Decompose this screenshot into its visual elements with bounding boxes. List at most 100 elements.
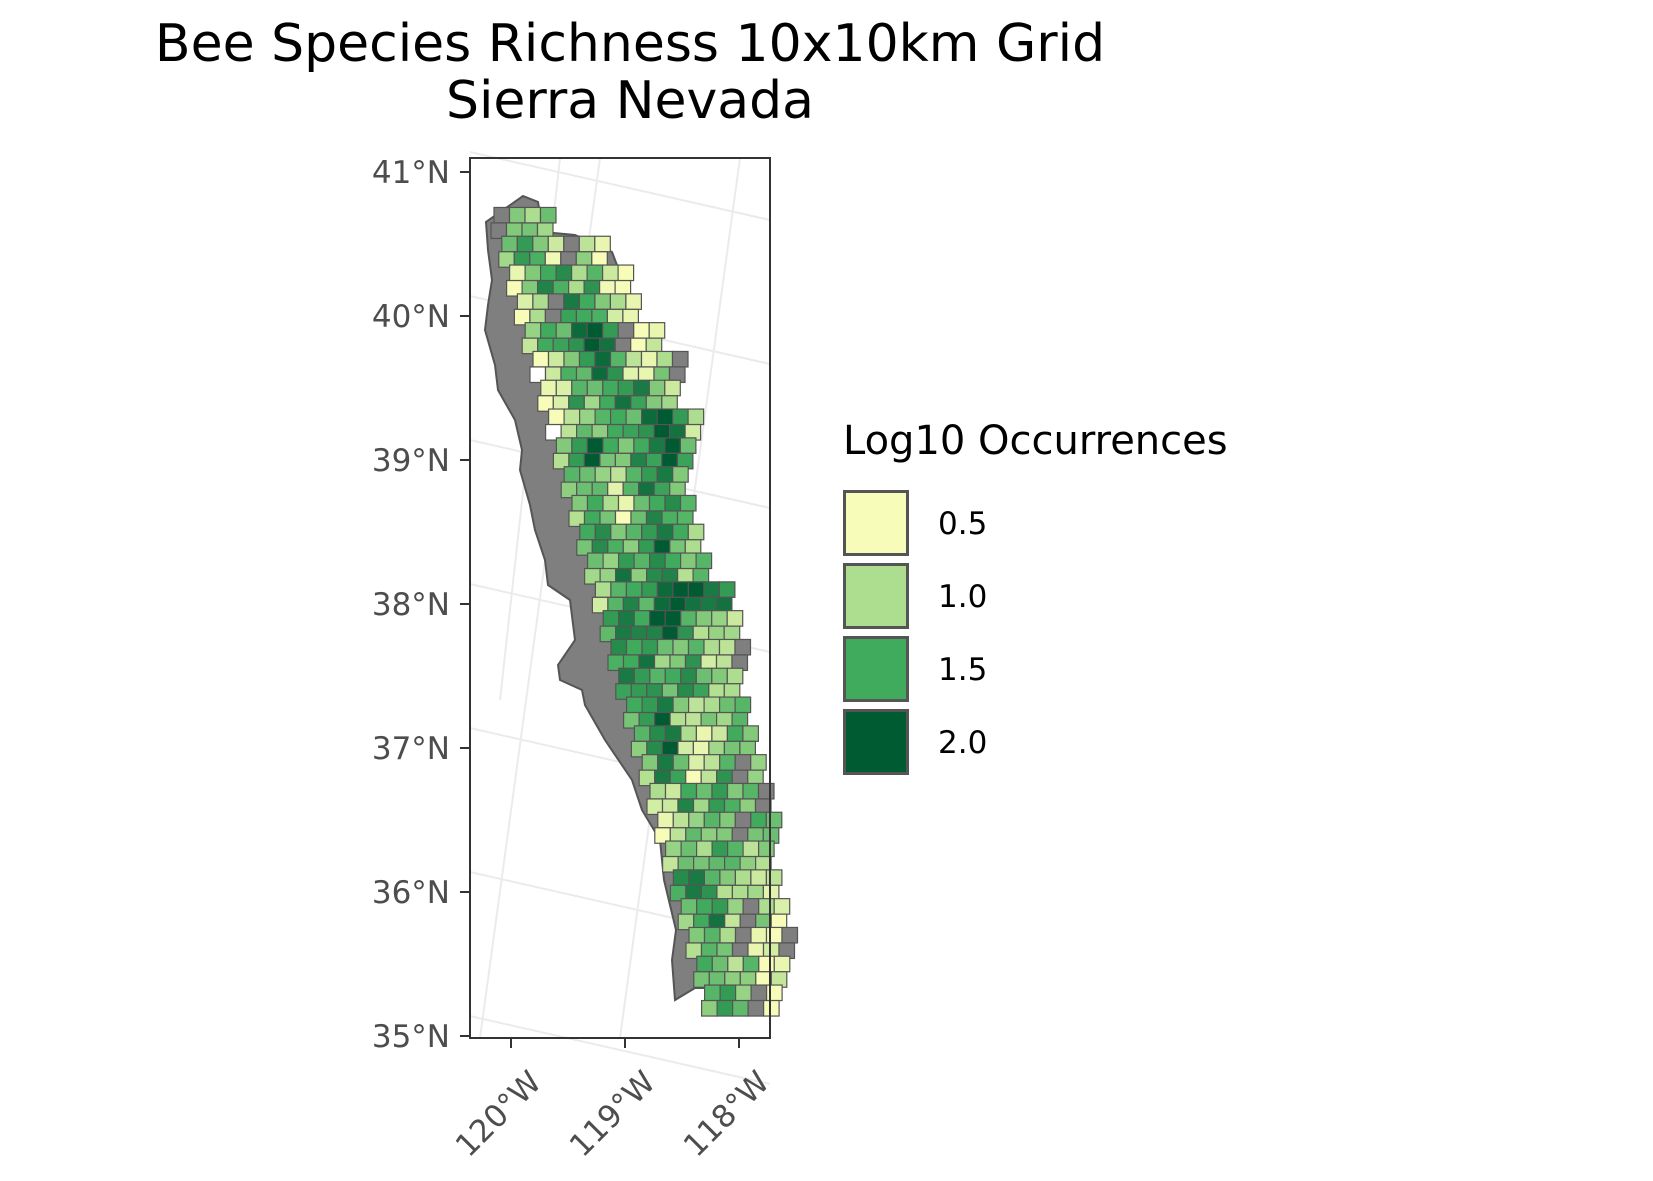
grid-cell [656, 638, 674, 656]
legend-title: Log10 Occurrences [843, 418, 1228, 464]
grid-cell [672, 466, 689, 483]
grid-cell [625, 408, 643, 426]
grid-cell [719, 811, 736, 829]
grid-cell [765, 869, 783, 886]
grid-cell [516, 235, 534, 253]
grid-cell [586, 379, 604, 397]
grid-cell [555, 379, 573, 397]
grid-cell [524, 322, 542, 339]
grid-cell [672, 696, 690, 714]
grid-cell [610, 523, 627, 541]
y-tick-label-35: 35°N [371, 1019, 450, 1055]
grid-cell [648, 322, 666, 339]
grid-cell [648, 494, 666, 512]
grid-cell [695, 610, 713, 627]
grid-cell [711, 955, 729, 973]
grid-cell [601, 264, 619, 282]
grid-cell [578, 408, 596, 426]
grid-cell [680, 840, 698, 858]
grid-cell [602, 610, 620, 627]
grid-cell [758, 898, 775, 915]
grid-cell [617, 264, 635, 282]
grid-cell [563, 235, 580, 253]
grid-cell [594, 293, 612, 310]
grid-cell [679, 494, 697, 512]
grid-cell [578, 293, 596, 310]
grid-cell [750, 869, 768, 886]
grid-cell [625, 638, 643, 656]
grid-cell [703, 869, 721, 886]
grid-cell [664, 437, 682, 454]
grid-cell [734, 638, 752, 656]
grid-cell [727, 898, 744, 915]
grid-cell [649, 782, 667, 800]
grid-cell [571, 379, 588, 397]
grid-cell [703, 581, 721, 598]
grid-cell [734, 926, 752, 944]
grid-cell [657, 811, 674, 829]
grid-cell [609, 293, 627, 310]
grid-cell [781, 926, 799, 944]
grid-cell [716, 999, 734, 1017]
grid-cell [641, 523, 658, 541]
grid-cell [594, 523, 612, 541]
grid-cell [680, 782, 698, 800]
grid-cell [719, 754, 736, 771]
grid-cell [602, 494, 620, 512]
grid-cell [731, 999, 749, 1017]
legend-label-2-0: 2.0 [938, 725, 988, 761]
grid-cell [524, 206, 542, 224]
grid-cell [594, 466, 612, 483]
grid-cell [688, 926, 706, 944]
grid-cell [547, 408, 565, 426]
grid-cell [719, 926, 737, 944]
grid-cell [762, 999, 780, 1017]
grid-cell [734, 984, 752, 1002]
grid-cell [750, 926, 768, 944]
legend-key-1-5 [843, 636, 909, 702]
grid-cell [757, 782, 775, 800]
grid-cell [648, 437, 666, 454]
legend-label-1-5: 1.5 [938, 652, 988, 688]
grid-cell [687, 638, 705, 656]
y-tick-label-40: 40°N [371, 299, 450, 335]
grid-cell [671, 350, 689, 368]
grid-cell [671, 408, 689, 426]
grid-cell [571, 322, 588, 339]
grid-cell [633, 322, 650, 339]
grid-cell [687, 523, 705, 541]
grid-cell [765, 811, 783, 829]
grid-cell [672, 581, 690, 598]
grid-cell [493, 206, 511, 224]
grid-cell [602, 379, 619, 397]
graticule-lat-line [469, 151, 771, 221]
grid-cell [664, 667, 682, 685]
grid-cell [633, 494, 651, 512]
grid-cell [609, 350, 627, 368]
y-tick-label-36: 36°N [371, 875, 450, 911]
grid-cell [602, 437, 620, 454]
grid-cell [633, 725, 651, 742]
grid-cell [750, 984, 768, 1002]
grid-cell [773, 898, 791, 915]
grid-cell [633, 610, 651, 627]
grid-cell [618, 610, 635, 627]
grid-cells [490, 206, 799, 1017]
grid-cell [649, 667, 666, 685]
grid-cell [617, 552, 635, 570]
chart-title-line2: Sierra Nevada [445, 71, 815, 131]
y-tick-label-39: 39°N [371, 443, 450, 479]
grid-cell [555, 322, 573, 339]
grid-cell [664, 379, 681, 397]
grid-cell [672, 811, 690, 829]
grid-cell [765, 984, 783, 1002]
grid-cell [625, 350, 643, 368]
grid-cell [563, 293, 581, 310]
grid-cell [664, 840, 682, 858]
grid-cell [586, 494, 604, 512]
grid-cell [734, 754, 752, 771]
grid-cell [579, 523, 596, 541]
grid-cell [718, 581, 736, 598]
grid-cell [640, 350, 658, 368]
grid-cell [578, 350, 596, 368]
